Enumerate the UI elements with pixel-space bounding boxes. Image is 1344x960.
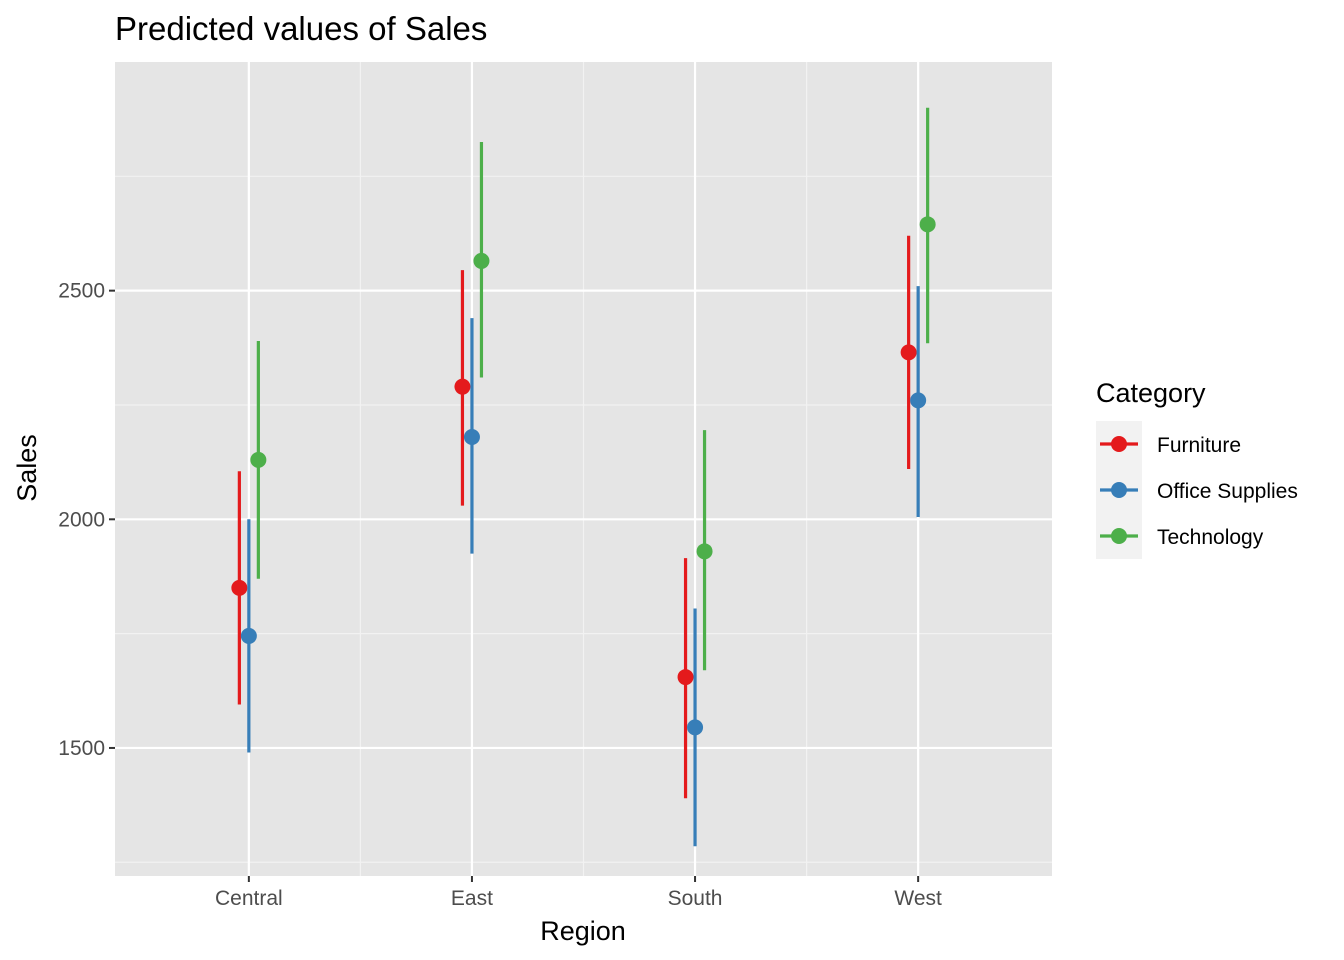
y-tick-label: 2500 — [58, 280, 105, 303]
legend-key-point-office-supplies — [1111, 482, 1127, 498]
legend-label-office-supplies: Office Supplies — [1157, 480, 1298, 503]
data-point-office-supplies — [463, 428, 480, 445]
x-axis-title: Region — [540, 916, 626, 946]
axes: 1500 2000 2500 Central East South West — [58, 280, 942, 910]
data-layer — [231, 107, 936, 847]
legend-label-furniture: Furniture — [1157, 434, 1241, 457]
data-point-furniture — [231, 579, 248, 596]
y-axis-title: Sales — [12, 434, 42, 502]
data-point-technology — [473, 252, 490, 269]
legend: Category Furniture Office Supplies Technol… — [1096, 378, 1298, 559]
data-point-office-supplies — [687, 719, 704, 736]
data-point-furniture — [900, 344, 917, 361]
data-point-technology — [250, 451, 267, 468]
legend-key-point-furniture — [1111, 436, 1127, 452]
x-tick-label: East — [451, 887, 493, 910]
data-point-office-supplies — [240, 627, 257, 644]
data-point-office-supplies — [910, 392, 927, 409]
data-point-furniture — [454, 378, 471, 395]
x-tick-label: West — [894, 887, 942, 910]
chart-title: Predicted values of Sales — [115, 10, 487, 47]
plot-panel — [115, 62, 1052, 876]
x-tick-label: Central — [215, 887, 283, 910]
legend-label-technology: Technology — [1157, 526, 1264, 549]
legend-title: Category — [1096, 378, 1206, 408]
x-tick-label: South — [668, 887, 723, 910]
legend-key-point-technology — [1111, 528, 1127, 544]
data-point-technology — [919, 216, 936, 233]
y-tick-label: 2000 — [58, 508, 105, 531]
data-point-furniture — [677, 669, 694, 686]
data-point-technology — [696, 543, 713, 560]
y-tick-label: 1500 — [58, 737, 105, 760]
